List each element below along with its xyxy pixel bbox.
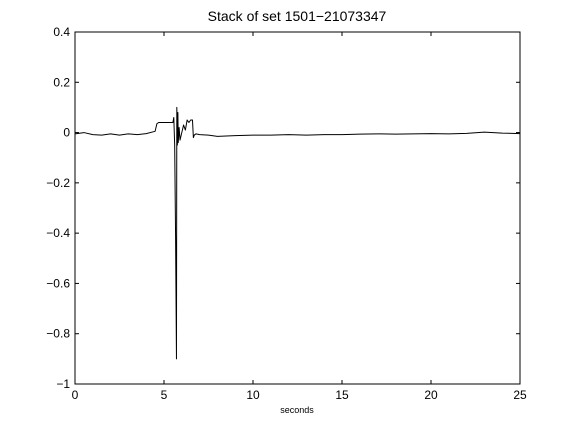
y-tick-label: −1 — [56, 377, 70, 391]
y-tick-label: −0.6 — [46, 276, 70, 290]
x-tick-label: 15 — [335, 388, 349, 402]
plot-area — [74, 31, 521, 385]
x-tick-label: 20 — [424, 388, 438, 402]
series-line — [74, 106, 521, 360]
x-tick-label: 10 — [246, 388, 260, 402]
y-tick-label: −0.8 — [46, 327, 70, 341]
y-tick-label: −0.2 — [46, 176, 70, 190]
y-tick-label: 0.2 — [53, 75, 70, 89]
x-axis-label: seconds — [280, 405, 314, 415]
y-tick-label: 0 — [63, 126, 70, 140]
x-tick-label: 0 — [72, 388, 79, 402]
y-tick-label: −0.4 — [46, 226, 70, 240]
chart-title: Stack of set 1501−21073347 — [208, 8, 387, 24]
x-tick-label: 25 — [513, 388, 527, 402]
y-tick-label: 0.4 — [53, 25, 70, 39]
x-tick-label: 5 — [161, 388, 168, 402]
